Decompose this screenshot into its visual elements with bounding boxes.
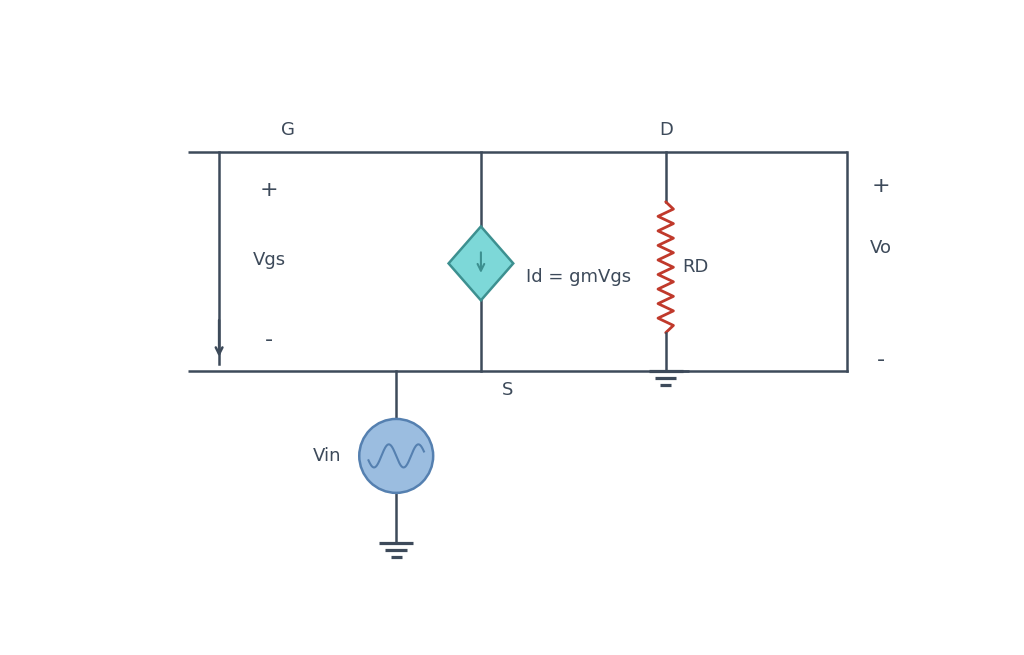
- Text: +: +: [872, 176, 891, 196]
- Text: Vin: Vin: [312, 447, 341, 465]
- Text: Vo: Vo: [870, 239, 892, 257]
- Text: G: G: [282, 121, 295, 140]
- Text: Vgs: Vgs: [253, 251, 286, 269]
- Text: -: -: [265, 330, 273, 350]
- Text: D: D: [658, 121, 673, 140]
- Text: Id = gmVgs: Id = gmVgs: [525, 269, 631, 286]
- Polygon shape: [449, 227, 513, 301]
- Circle shape: [359, 419, 433, 493]
- Text: S: S: [502, 381, 514, 399]
- Text: RD: RD: [683, 258, 709, 276]
- Text: +: +: [260, 180, 279, 200]
- Text: -: -: [878, 350, 886, 369]
